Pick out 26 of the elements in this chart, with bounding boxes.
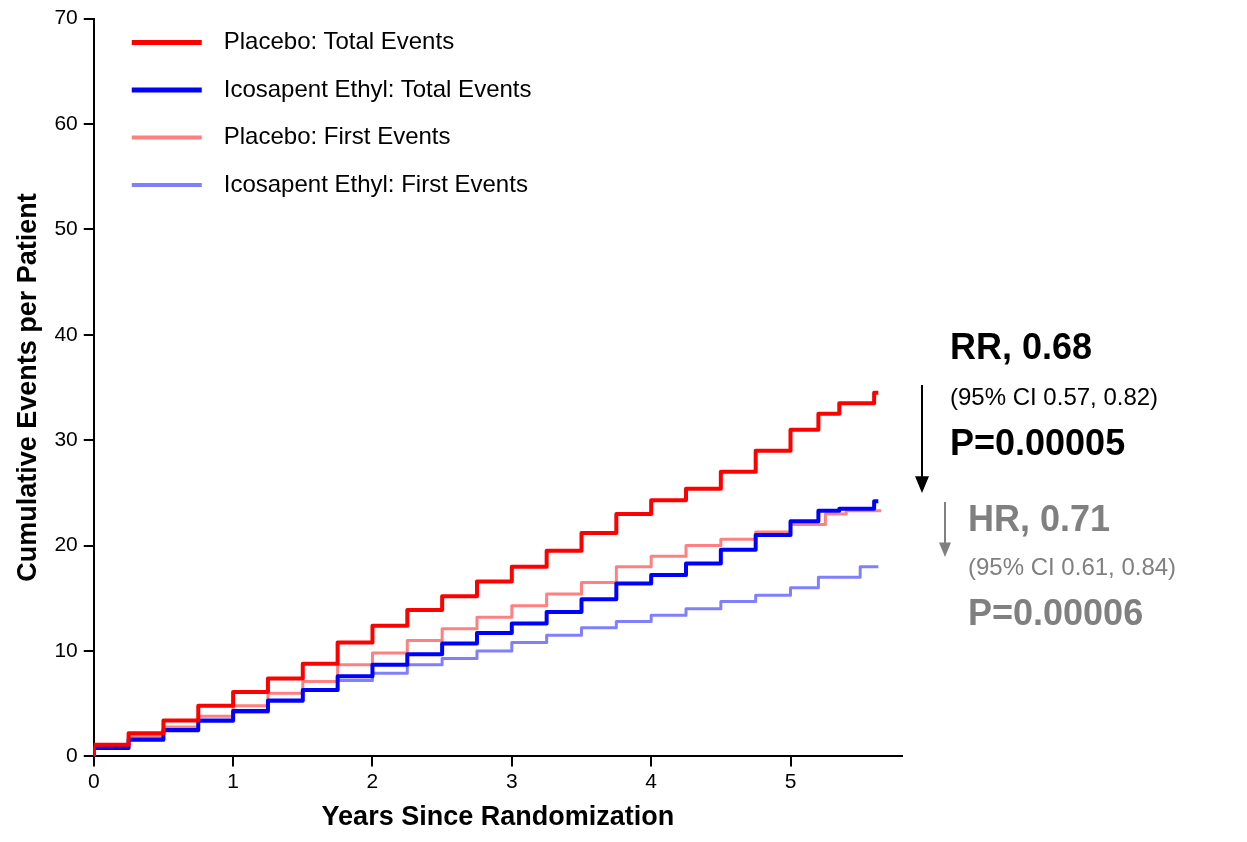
y-tick-label: 10	[54, 637, 78, 661]
y-tick-label: 50	[54, 216, 78, 240]
text: HR, 0.71	[968, 498, 1111, 540]
y-tick-label: 60	[54, 110, 78, 134]
y-tick-label: 40	[54, 321, 78, 345]
x-tick-label: 2	[366, 768, 379, 792]
x-tick-label: 4	[645, 768, 658, 792]
x-tick-label: 1	[227, 768, 239, 792]
x-tick-label: 5	[784, 768, 797, 792]
x-tick-label: 3	[505, 768, 518, 792]
y-tick-label: 0	[66, 743, 78, 767]
legend-label: Icosapent Ethyl: First Events	[223, 169, 528, 197]
x-axis-title: Years Since Randomization	[321, 801, 675, 832]
text: (95% CI 0.57, 0.82)	[950, 383, 1159, 411]
legend-label: Icosapent Ethyl: Total Events	[223, 74, 532, 102]
y-tick-label: 70	[54, 5, 78, 29]
y-tick-label: 20	[54, 532, 78, 556]
text: P=0.00006	[968, 592, 1144, 634]
y-tick-label: 30	[54, 427, 78, 450]
legend-label: Placebo: First Events	[223, 122, 451, 150]
legend-label: Placebo: Total Events	[223, 27, 455, 55]
text: (95% CI 0.61, 0.84)	[968, 553, 1177, 581]
y-axis-title: Cumulative Events per Patient	[11, 193, 42, 582]
text: RR, 0.68	[950, 326, 1093, 368]
x-tick-label: 0	[87, 768, 100, 792]
text: P=0.00005	[950, 422, 1126, 464]
